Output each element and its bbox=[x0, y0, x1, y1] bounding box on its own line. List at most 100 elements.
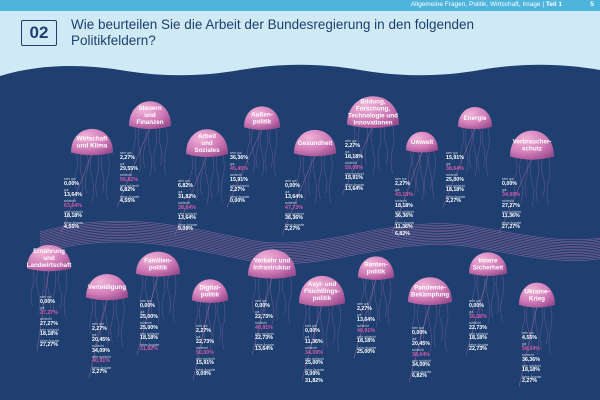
jellyfish-11: Familien-politik bbox=[136, 251, 180, 356]
jellyfish-tentacle bbox=[384, 124, 388, 165]
jellyfish-tentacle bbox=[387, 277, 392, 327]
rating-value: 22,73% bbox=[255, 313, 273, 320]
field-values: sehr gut 0,00% gut 22,73% schlecht 40,91% sehr… bbox=[255, 299, 275, 354]
jellyfish-tentacle bbox=[539, 304, 544, 350]
field-title-line: Wirtschaft bbox=[77, 136, 109, 143]
rating-label: schlecht bbox=[255, 320, 267, 325]
rating-label: sehr schlecht bbox=[395, 209, 414, 214]
jellyfish-tentacle bbox=[221, 153, 225, 203]
ribbon-strand bbox=[39, 233, 600, 256]
jellyfish-tentacle bbox=[526, 304, 530, 352]
rating-label: schlecht bbox=[412, 347, 424, 352]
jellyfish-tentacle bbox=[156, 273, 160, 324]
jellyfish-tentacle bbox=[79, 152, 84, 199]
jellyfish-tentacle bbox=[251, 127, 255, 174]
rating-label: keine Angabe bbox=[255, 342, 275, 347]
jellyfish-stem bbox=[251, 276, 273, 356]
field-title: Innere Sicherheit bbox=[473, 258, 504, 272]
jellyfish-bell bbox=[129, 101, 171, 129]
field-values: sehr gut 15,91% gut 38,64% schlecht 25,00% seh… bbox=[446, 151, 465, 206]
rating-value: 29,55% bbox=[120, 165, 138, 172]
rating-label: sehr schlecht bbox=[469, 331, 488, 336]
jellyfish-tentacle bbox=[258, 275, 262, 322]
jellyfish-tentacle bbox=[194, 153, 199, 201]
rating-value: 36,36% bbox=[469, 313, 487, 320]
jellyfish-tentacle bbox=[303, 303, 307, 341]
rating-value: 2,27% bbox=[92, 325, 108, 332]
rating-value: 18,18% bbox=[395, 202, 413, 209]
jellyfish-tentacle bbox=[297, 153, 301, 192]
jellyfish-tentacle bbox=[481, 126, 486, 167]
rating-value: 0,00% bbox=[40, 298, 56, 305]
jellyfish-tentacle bbox=[433, 301, 438, 348]
field-title-line: und bbox=[43, 255, 55, 262]
rating-label: schlecht bbox=[469, 320, 481, 325]
jellyfish-tentacle bbox=[100, 297, 104, 339]
field-values: sehr gut 36,36% gut 45,45% schlecht 15,91% seh… bbox=[230, 151, 250, 206]
rating-label: sehr gut bbox=[522, 331, 534, 335]
jellyfish-tentacle bbox=[374, 277, 378, 328]
rating-value: 2,27% bbox=[120, 154, 136, 161]
jellyfish-tentacle bbox=[137, 125, 142, 173]
field-values: sehr gut 4,55% gut 56,64% schlecht 36,36% sehr… bbox=[522, 331, 541, 386]
rating-label: schlecht bbox=[305, 345, 317, 350]
field-title-line: Ernährung bbox=[33, 248, 65, 255]
rating-value: 0,00% bbox=[230, 198, 246, 205]
rating-value: 13,64% bbox=[345, 186, 363, 193]
jellyfish-tentacle bbox=[369, 277, 374, 319]
rating-label: gut bbox=[178, 189, 183, 194]
jellyfish-bell bbox=[248, 249, 296, 279]
rating-value: 13,64% bbox=[255, 346, 273, 353]
jellyfish-tentacle bbox=[143, 125, 147, 168]
rating-value: 0,00% bbox=[255, 302, 271, 309]
rating-label: keine Angabe bbox=[230, 194, 250, 199]
field-values: sehr gut 2,27% gut 20,45% schlecht 34,09% sehr… bbox=[92, 322, 111, 377]
jellyfish-tentacle bbox=[95, 152, 99, 198]
rating-label: sehr schlecht bbox=[522, 363, 541, 368]
rating-label: sehr schlecht bbox=[412, 358, 431, 363]
jellyfish-2: Arbeit und Soziales bbox=[174, 129, 228, 236]
jellyfish-bell bbox=[458, 107, 492, 130]
jellyfish-tentacle bbox=[200, 153, 204, 196]
field-title: Asyl- und Flüchtlings-politik bbox=[304, 281, 340, 302]
rating-value: 27,27% bbox=[40, 309, 58, 316]
field-title-line: Soziales bbox=[194, 147, 220, 154]
jellyfish-tentacle bbox=[546, 156, 551, 206]
field-title-line: politik bbox=[253, 119, 272, 126]
rating-label: sehr schlecht bbox=[230, 183, 249, 188]
jellyfish-tentacle bbox=[276, 275, 280, 321]
jellyfish-stem bbox=[226, 128, 263, 208]
jellyfish-stem bbox=[465, 274, 489, 356]
rating-value: 22,73% bbox=[469, 324, 487, 331]
jellyfish-tentacle bbox=[432, 150, 436, 200]
jellyfish-tentacle bbox=[464, 126, 469, 174]
jellyfish-tentacle bbox=[428, 301, 432, 353]
rating-value: 0,00% bbox=[64, 180, 80, 187]
rating-value: 2,27% bbox=[522, 378, 538, 385]
field-title-line: Infrastruktur bbox=[253, 265, 291, 272]
jellyfish-stem bbox=[88, 298, 108, 379]
jellyfish-stem bbox=[192, 301, 211, 381]
jellyfish-tentacle bbox=[30, 268, 35, 307]
rating-value: 18,18% bbox=[64, 213, 82, 220]
rating-value: 38,64% bbox=[178, 204, 196, 211]
jellyfish-tentacle bbox=[524, 156, 529, 198]
jellyfish-tentacle bbox=[460, 126, 464, 165]
rating-label: sehr schlecht bbox=[40, 327, 59, 332]
jellyfish-tentacle bbox=[288, 275, 292, 325]
field-title-line: und bbox=[144, 112, 156, 119]
rating-label: sehr schlecht bbox=[305, 356, 324, 361]
jellyfish-tentacle bbox=[477, 126, 481, 172]
jellyfish-tentacle bbox=[495, 273, 500, 314]
rating-label: sehr gut bbox=[285, 179, 297, 183]
jellyfish-tentacle bbox=[318, 153, 322, 199]
rating-value: 34,09% bbox=[412, 362, 430, 369]
field-values: sehr gut 0,00% gut 27,27% schlecht 27,27% sehr… bbox=[40, 295, 59, 350]
jellyfish-tentacle bbox=[282, 275, 286, 316]
field-title: Bildung, Forschung, Technologie und Innovat… bbox=[348, 99, 398, 127]
field-title: Arbeit und Soziales bbox=[194, 133, 220, 154]
rating-label: schlecht bbox=[357, 323, 369, 328]
jellyfish-bell bbox=[510, 130, 554, 160]
rating-value: 15,91% bbox=[345, 175, 363, 182]
jellyfish-12: Digital-politik bbox=[192, 279, 228, 381]
